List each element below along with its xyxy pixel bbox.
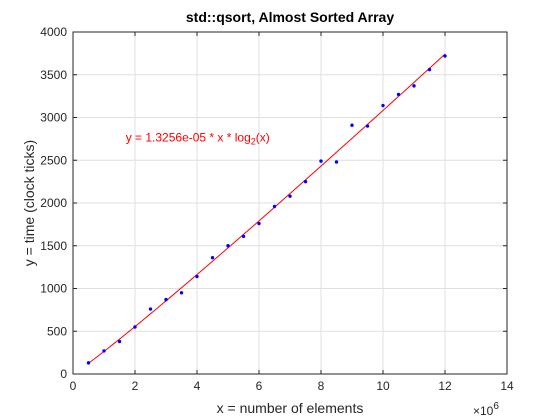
data-points-group xyxy=(86,54,447,365)
data-point xyxy=(210,256,215,260)
x-tick-label: 2 xyxy=(132,379,139,393)
fit-equation-text: y = 1.3256e-05 * x * log xyxy=(126,130,251,144)
y-tick-label: 0 xyxy=(60,367,67,381)
data-point xyxy=(427,67,432,72)
fit-equation-annotation: y = 1.3256e-05 * x * log2(x) xyxy=(126,130,270,146)
data-point xyxy=(365,124,370,128)
fit-equation-suffix: (x) xyxy=(256,130,270,144)
data-point xyxy=(257,221,261,226)
y-tick-label: 1000 xyxy=(40,282,67,296)
data-point xyxy=(319,159,323,163)
y-tick-label: 3500 xyxy=(40,68,67,82)
y-axis-label: y = time (clock ticks) xyxy=(21,140,37,266)
data-point xyxy=(303,179,308,184)
x-tick-label: 4 xyxy=(194,379,201,393)
x-axis-ticks: 0 2 4 6 8 10 12 14 xyxy=(70,32,514,393)
fit-equation-subscript: 2 xyxy=(251,136,256,146)
data-point xyxy=(117,339,122,344)
x-axis-label: x = number of elements xyxy=(217,400,364,416)
data-point xyxy=(195,274,199,279)
y-tick-label: 4000 xyxy=(40,25,67,39)
data-point xyxy=(102,349,106,353)
x-axis-multiplier-exponent: 6 xyxy=(493,401,499,412)
data-point xyxy=(226,244,230,248)
x-axis-multiplier: ×106 xyxy=(473,401,499,418)
data-point xyxy=(164,297,168,302)
chart-title: std::qsort, Almost Sorted Array xyxy=(186,9,394,25)
x-axis-multiplier-base: ×10 xyxy=(473,404,494,418)
data-point xyxy=(86,361,91,365)
x-tick-label: 8 xyxy=(318,379,325,393)
y-tick-label: 2500 xyxy=(40,153,67,167)
x-tick-label: 10 xyxy=(376,379,390,393)
fit-line-group xyxy=(88,53,446,364)
y-tick-label: 500 xyxy=(47,324,67,338)
y-axis-ticks: 0 500 1000 1500 2000 2500 3000 3500 4000 xyxy=(40,25,507,381)
data-point xyxy=(350,123,354,127)
data-point xyxy=(133,325,137,329)
x-tick-label: 0 xyxy=(70,379,77,393)
data-point xyxy=(288,194,292,198)
y-tick-label: 1500 xyxy=(40,239,67,253)
data-point xyxy=(148,307,153,311)
data-point xyxy=(334,160,339,164)
x-tick-label: 12 xyxy=(438,379,452,393)
y-tick-label: 3000 xyxy=(40,111,67,125)
data-point xyxy=(272,204,277,209)
annotations-group: y = 1.3256e-05 * x * log2(x) xyxy=(126,130,270,146)
data-point xyxy=(412,84,416,88)
data-point xyxy=(241,234,246,239)
x-tick-label: 6 xyxy=(256,379,263,393)
fit-line xyxy=(88,53,446,364)
data-point xyxy=(381,103,385,108)
y-tick-label: 2000 xyxy=(40,196,67,210)
x-tick-label: 14 xyxy=(500,379,514,393)
data-point xyxy=(179,291,184,295)
data-point xyxy=(443,54,447,58)
data-point xyxy=(396,92,401,97)
